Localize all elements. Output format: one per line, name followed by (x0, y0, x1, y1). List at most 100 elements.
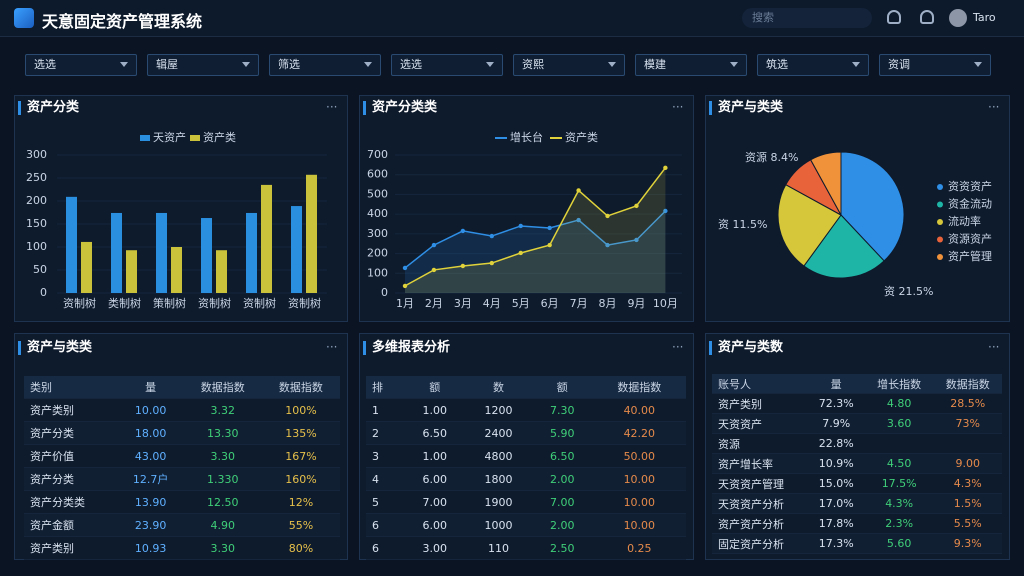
cell: 资产增长率 (712, 453, 808, 474)
cell: 17.8% (807, 513, 865, 534)
logo (14, 8, 34, 28)
cell: 1.330 (183, 467, 262, 491)
y-tick-label: 0 (40, 286, 47, 299)
legend-swatch (190, 135, 200, 141)
x-tick-label: 8月 (599, 297, 617, 310)
cell: 资产价值 (24, 444, 118, 468)
cell: 5.5% (933, 513, 1002, 534)
panel (359, 95, 694, 322)
point (663, 165, 668, 171)
cell: 资产分类类 (24, 490, 118, 514)
cell: 13.90 (117, 490, 184, 514)
point (576, 188, 581, 193)
cell: 40.00 (592, 398, 686, 422)
cell: 22.8% (807, 433, 865, 454)
cell: 4.50 (864, 453, 934, 474)
legend-dot (937, 184, 943, 190)
bar (261, 184, 272, 293)
cell: 天资资产管理 (712, 473, 808, 494)
point (663, 208, 668, 214)
table-row: 6 6.00 1000 2.00 10.00 (366, 513, 686, 537)
filter-dropdown[interactable]: 选选 (25, 54, 137, 76)
filter-dropdown[interactable]: 辑屋 (147, 54, 259, 76)
header-cell: 增长指数 (864, 374, 934, 394)
annotation: 资源 8.4% (745, 150, 798, 164)
table-row: 4 6.00 1800 2.00 10.00 (366, 467, 686, 491)
user-name[interactable]: Taro (973, 11, 996, 24)
y-tick-label: 700 (367, 148, 388, 161)
cell: 167% (261, 444, 340, 468)
cell: 12.7户 (117, 467, 184, 491)
cell: 资产资产分析 (712, 513, 808, 534)
cell: 2.00 (531, 467, 593, 491)
filter-dropdown[interactable]: 筑选 (757, 54, 869, 76)
menu-button[interactable]: ··· (672, 340, 684, 354)
line (404, 210, 666, 269)
cell: 73% (933, 413, 1002, 434)
y-tick-label: 250 (26, 171, 47, 184)
filter-dropdown[interactable]: 模建 (635, 54, 747, 76)
cell: 135% (261, 421, 340, 445)
legend-dot (937, 236, 943, 243)
cell: 3.32 (183, 398, 262, 422)
bar (171, 247, 182, 293)
cell: 6 (366, 536, 405, 560)
cell: 50.00 (592, 444, 686, 468)
cell: 1900 (465, 490, 532, 514)
menu-button[interactable]: ··· (326, 100, 338, 114)
point (431, 242, 437, 248)
cell: 4800 (465, 444, 532, 468)
filter-dropdown[interactable]: 资调 (879, 54, 991, 76)
point (605, 242, 610, 248)
cell: 0.25 (592, 536, 686, 560)
header-row: 账号人量增长指数 数据指数 (712, 374, 1002, 394)
cell: 1.00 (404, 398, 466, 422)
cell: 3.00 (404, 536, 466, 560)
cell: 资产类别 (712, 393, 808, 414)
filter-dropdown[interactable]: 选选 (391, 54, 503, 76)
cell: 9.3% (933, 533, 1002, 554)
legend-label: 流动率 (948, 214, 981, 228)
menu-button[interactable]: ··· (988, 340, 1000, 354)
point (460, 263, 466, 269)
header-cell: 数据指数 (261, 376, 340, 399)
bell-icon[interactable] (920, 10, 934, 24)
point (605, 213, 610, 219)
cell: 6.00 (404, 467, 466, 491)
cell: 10.93 (117, 536, 184, 560)
y-tick-label: 50 (33, 263, 47, 276)
data-table: 类别量数据指数 数据指数 资产类别 10.00 3.32 100% 资产分类 18.00 13.… (24, 376, 340, 560)
header-cell: 量 (807, 374, 865, 394)
search-box[interactable]: 搜索 (742, 8, 872, 28)
bar (111, 212, 122, 293)
cell: 资产金额 (24, 513, 118, 537)
point (431, 267, 437, 273)
legend-label: 资资资产 (948, 179, 992, 193)
cell: 5.60 (864, 533, 934, 554)
table-row: 天资资产 7.9% 3.60 73% (712, 413, 1002, 434)
area (405, 167, 666, 293)
table-row: 资产价值 43.00 3.30 167% (24, 444, 340, 468)
panel-title: 资产与类类 (18, 341, 92, 355)
menu-button[interactable]: ··· (988, 100, 1000, 114)
avatar[interactable] (949, 9, 967, 27)
header-cell: 数据指数 (183, 376, 262, 399)
filter-dropdown[interactable]: 资熙 (513, 54, 625, 76)
cell: 10.00 (592, 490, 686, 514)
cell: 6 (366, 513, 405, 537)
y-tick-label: 500 (367, 187, 388, 200)
table-row: 资产类别 10.93 3.30 80% (24, 536, 340, 560)
menu-button[interactable]: ··· (326, 340, 338, 354)
cell: 12% (261, 490, 340, 514)
cell: 10.00 (592, 513, 686, 537)
pie-slice (840, 151, 905, 262)
menu-button[interactable]: ··· (672, 100, 684, 114)
cell: 5.90 (531, 421, 593, 445)
filter-dropdown[interactable]: 筛选 (269, 54, 381, 76)
point (518, 223, 523, 229)
notification-icon[interactable] (887, 10, 901, 24)
y-tick-label: 200 (26, 194, 47, 207)
table-row: 资产分类 12.7户 1.330 160% (24, 467, 340, 491)
point (576, 217, 581, 223)
header-cell: 排 (366, 376, 405, 399)
